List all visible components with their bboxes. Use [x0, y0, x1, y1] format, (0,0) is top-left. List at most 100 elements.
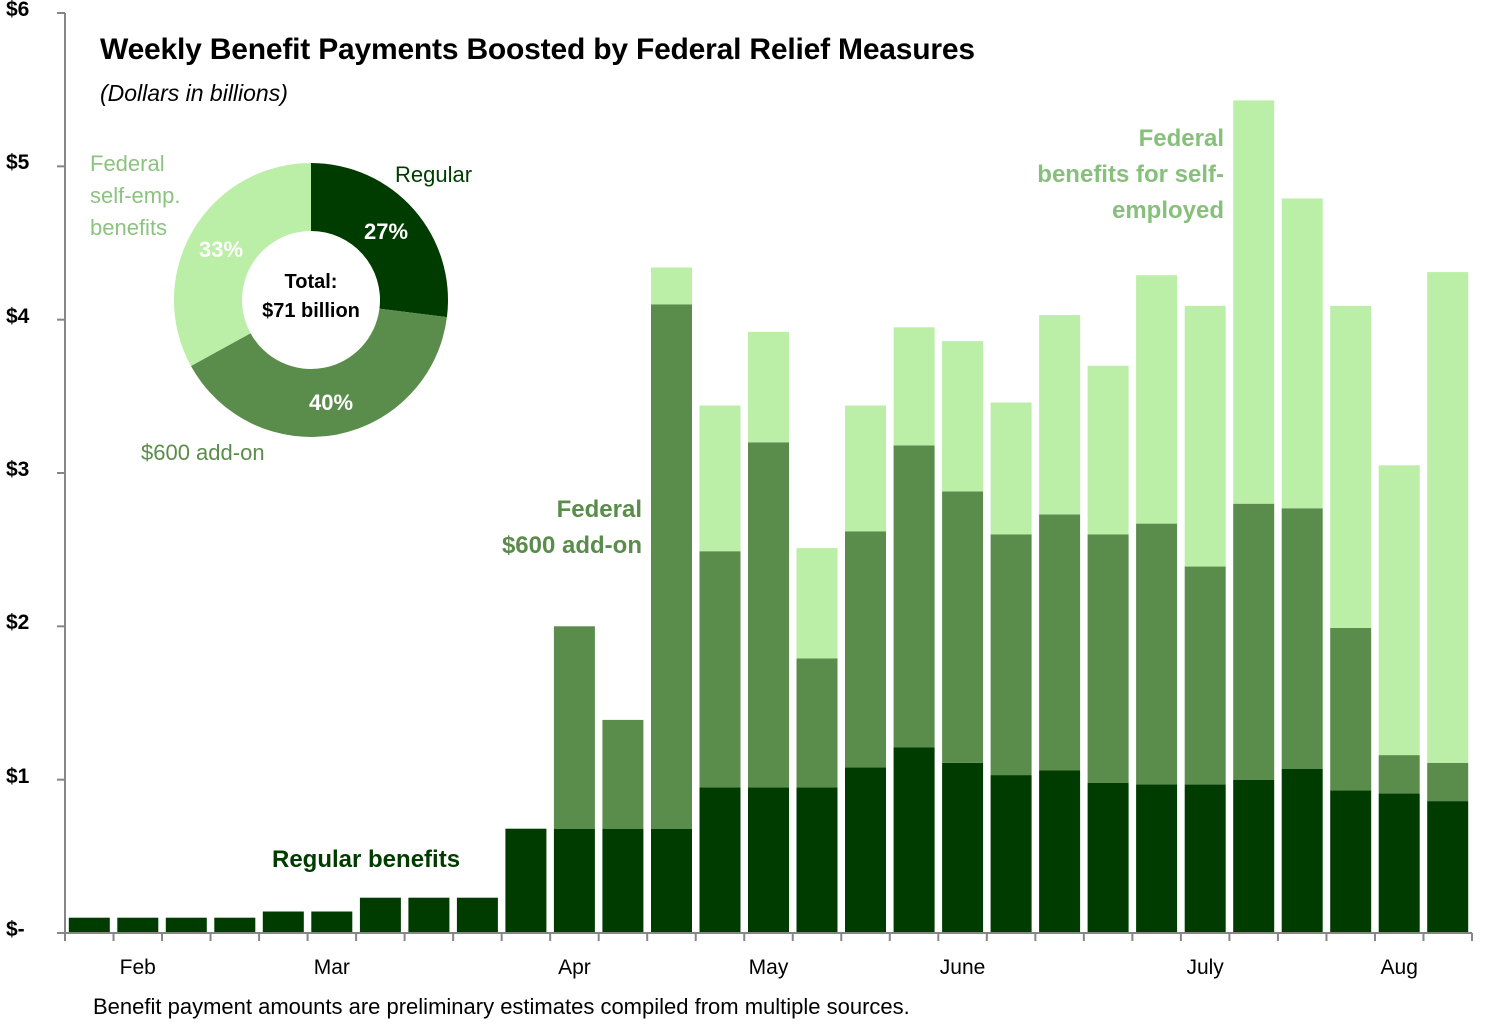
bar-segment-addon-week-14: [699, 551, 741, 788]
bar-segment-regular-week-19: [942, 762, 984, 933]
bar-segment-regular-week-12: [602, 828, 644, 933]
bar-segment-self-employed-week-29: [1427, 272, 1469, 763]
bar-segment-self-employed-week-23: [1136, 275, 1178, 524]
bar-segment-self-employed-week-22: [1087, 365, 1129, 535]
bar-segment-regular-week-15: [748, 787, 789, 933]
bar-segment-self-employed-week-14: [699, 405, 741, 552]
y-tick-label: $4: [6, 304, 30, 328]
bar-segment-addon-week-12: [602, 719, 644, 829]
donut-pct-regular: 27%: [363, 219, 409, 244]
bar-segment-self-employed-week-18: [893, 327, 935, 446]
bar-segment-addon-week-28: [1378, 755, 1420, 794]
annotation-self-line-2: benefits for self-: [1037, 161, 1224, 188]
bar-segment-regular-week-7: [359, 897, 401, 933]
bar-segment-self-employed-week-13: [651, 267, 692, 305]
bars-group: [68, 100, 1469, 933]
donut-chart: [174, 163, 448, 437]
bar-segment-addon-week-11: [553, 626, 595, 829]
bar-segment-regular-week-16: [796, 787, 838, 933]
donut-pct-addon: 40%: [308, 390, 354, 415]
bar-segment-regular-week-10: [505, 828, 547, 933]
bar-segment-self-employed-week-21: [1039, 315, 1081, 515]
annotation-self-line-1: Federal: [1138, 125, 1224, 152]
donut-label-self-line-1: Federal: [90, 151, 165, 176]
chart-subtitle: (Dollars in billions): [100, 80, 288, 106]
x-tick-label-feb: Feb: [119, 956, 156, 979]
x-tick-label-apr: Apr: [558, 956, 591, 979]
bar-segment-self-employed-week-15: [748, 331, 789, 443]
bar-segment-regular-week-4: [214, 917, 256, 933]
donut-label-self-line-3: benefits: [90, 215, 168, 240]
bar-segment-regular-week-3: [165, 917, 207, 933]
bar-segment-regular-week-2: [117, 917, 159, 933]
bar-segment-addon-week-17: [845, 531, 886, 768]
chart-title: Weekly Benefit Payments Boosted by Feder…: [100, 33, 975, 66]
donut-slice-600-add-on: [190, 308, 447, 437]
y-tick-label: $1: [6, 764, 30, 788]
x-tick-label-july: July: [1186, 956, 1224, 979]
donut-pct-self: 33%: [198, 237, 244, 262]
bar-segment-regular-week-27: [1330, 790, 1372, 933]
bar-segment-regular-week-28: [1378, 793, 1420, 933]
x-tick-label-june: June: [939, 956, 986, 979]
bar-segment-regular-week-14: [699, 787, 741, 933]
bar-segment-addon-week-18: [893, 445, 935, 748]
bar-segment-regular-week-22: [1087, 782, 1129, 933]
y-tick-label: $5: [6, 151, 30, 175]
x-tick-label-may: May: [748, 956, 789, 979]
bar-segment-addon-week-21: [1039, 514, 1081, 771]
footnote: Benefit payment amounts are preliminary …: [93, 994, 910, 1019]
bar-segment-addon-week-19: [942, 491, 984, 763]
bar-segment-regular-week-1: [68, 917, 110, 933]
annotation-federal-addon: Federal $600 add-on: [502, 492, 642, 564]
bar-segment-self-employed-week-16: [796, 548, 838, 659]
donut-label-self-line-2: self-emp.: [90, 183, 181, 208]
bar-segment-self-employed-week-27: [1330, 305, 1372, 628]
bar-segment-regular-week-21: [1039, 770, 1081, 933]
bar-segment-self-employed-week-17: [845, 405, 886, 532]
bar-segment-regular-week-20: [990, 775, 1032, 933]
annotation-regular-benefits: Regular benefits: [272, 846, 461, 873]
bar-segment-self-employed-week-24: [1184, 305, 1226, 567]
donut-total-value: $71 billion: [262, 300, 360, 322]
donut-label-regular: Regular: [395, 162, 473, 187]
bar-segment-self-employed-week-19: [942, 341, 984, 492]
bar-segment-addon-week-15: [748, 442, 789, 788]
bar-segment-regular-week-5: [262, 911, 304, 933]
bar-segment-regular-week-26: [1281, 768, 1323, 933]
donut-label-addon: $600 add-on: [141, 440, 265, 465]
bar-segment-self-employed-week-28: [1378, 465, 1420, 756]
bar-segment-regular-week-25: [1233, 779, 1275, 933]
bar-segment-self-employed-week-25: [1233, 100, 1275, 504]
y-tick-label: $3: [6, 458, 30, 481]
donut-slice-federal-self-emp-benefits: [174, 163, 311, 367]
annotation-federal-self-employed: Federal benefits for self- employed: [1037, 121, 1224, 229]
bar-segment-addon-week-29: [1427, 762, 1469, 802]
bar-segment-regular-week-17: [845, 767, 886, 933]
bar-segment-addon-week-16: [796, 658, 838, 788]
bar-segment-regular-week-6: [311, 911, 353, 933]
y-tick-label: $2: [6, 611, 30, 635]
bar-segment-addon-week-20: [990, 534, 1032, 775]
x-tick-label-mar: Mar: [313, 956, 350, 979]
donut-total-label: Total:: [284, 271, 338, 293]
bar-segment-self-employed-week-26: [1281, 198, 1323, 509]
annotation-self-line-3: employed: [1111, 197, 1224, 224]
bar-segment-regular-week-23: [1136, 784, 1178, 933]
axes-group: [57, 12, 1473, 941]
bar-segment-addon-week-13: [651, 304, 692, 829]
x-tick-label-aug: Aug: [1380, 956, 1418, 979]
annotation-addon-line-1: Federal: [556, 496, 642, 523]
bar-segment-regular-week-8: [408, 897, 450, 933]
bar-segment-regular-week-13: [651, 828, 692, 933]
bar-segment-regular-week-9: [456, 897, 498, 933]
bar-segment-addon-week-24: [1184, 566, 1226, 785]
y-tick-label: $-: [6, 918, 25, 941]
bar-segment-addon-week-25: [1233, 503, 1275, 780]
bar-segment-addon-week-23: [1136, 523, 1178, 785]
donut-slice-regular: [311, 163, 448, 318]
bar-segment-addon-week-27: [1330, 627, 1372, 791]
bar-segment-regular-week-18: [893, 747, 935, 933]
bar-segment-addon-week-22: [1087, 534, 1129, 783]
